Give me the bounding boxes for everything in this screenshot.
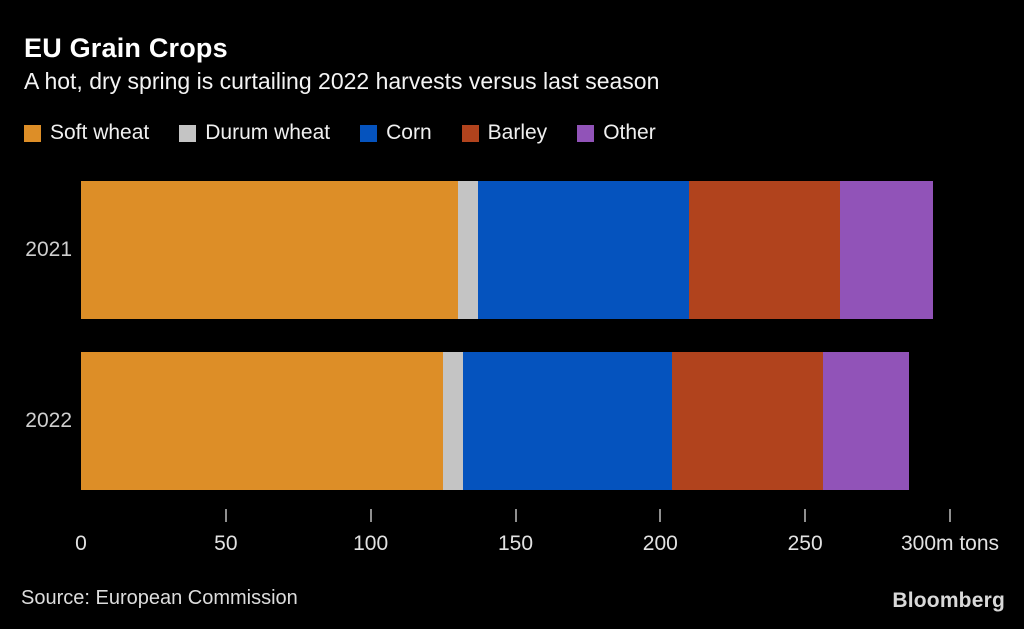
legend-label: Corn (386, 121, 432, 144)
axis-tick-label-150: 150 (497, 532, 534, 555)
axis-tick-label-50: 50 (214, 532, 238, 555)
bar-segment-2022-other (822, 352, 910, 490)
axis-tick-250 (804, 509, 807, 522)
chart-subtitle: A hot, dry spring is curtailing 2022 har… (24, 68, 660, 94)
legend-item-other: Other (577, 121, 656, 145)
bar-row-label-2021: 2021 (25, 238, 72, 261)
bar-row-2021 (81, 181, 933, 319)
axis-tick-200 (659, 509, 662, 522)
bar-segment-2021-corn (477, 181, 690, 319)
legend-swatch-barley-icon (461, 124, 479, 142)
axis-tick-label-100: 100 (353, 532, 389, 555)
legend-swatch-durum-wheat-icon (179, 124, 197, 142)
axis-tick-150 (514, 509, 517, 522)
legend-item-corn: Corn (360, 121, 432, 145)
axis-tick-300 (949, 509, 951, 522)
bar-segment-2021-soft-wheat (81, 181, 458, 319)
legend-label: Barley (487, 121, 548, 144)
bar-segment-2022-durum-wheat (443, 352, 464, 490)
axis-tick-label-300: 300m tons (900, 532, 1000, 555)
bar-segment-2022-corn (463, 352, 672, 490)
bloomberg-logo: Bloomberg (892, 589, 1005, 612)
bar-segment-2021-durum-wheat (457, 181, 478, 319)
bar-segment-2021-other (839, 181, 933, 319)
bar-segment-2022-soft-wheat (81, 352, 444, 490)
bar-row-label-2022: 2022 (25, 409, 72, 432)
legend-swatch-other-icon (577, 124, 595, 142)
source-note: Source: European Commission (21, 587, 298, 609)
legend-item-soft-wheat: Soft wheat (24, 121, 149, 145)
axis-tick-label-0: 0 (75, 532, 87, 555)
bar-segment-2021-barley (689, 181, 840, 319)
bar-row-2022 (81, 352, 910, 490)
legend-label: Other (603, 121, 656, 144)
legend-item-durum-wheat: Durum wheat (179, 121, 330, 145)
legend: Soft wheat Durum wheat Corn Barley Other (24, 121, 656, 145)
axis-tick-label-250: 250 (787, 532, 823, 555)
legend-label: Durum wheat (205, 121, 331, 144)
chart-title: EU Grain Crops (24, 33, 228, 63)
legend-swatch-corn-icon (360, 124, 378, 142)
legend-item-barley: Barley (461, 121, 548, 145)
legend-swatch-soft-wheat-icon (24, 124, 41, 142)
axis-tick-100 (369, 509, 372, 522)
legend-label: Soft wheat (50, 121, 150, 144)
axis-tick-50 (224, 509, 227, 522)
axis-tick-label-200: 200 (642, 532, 678, 555)
bar-segment-2022-barley (671, 352, 823, 490)
